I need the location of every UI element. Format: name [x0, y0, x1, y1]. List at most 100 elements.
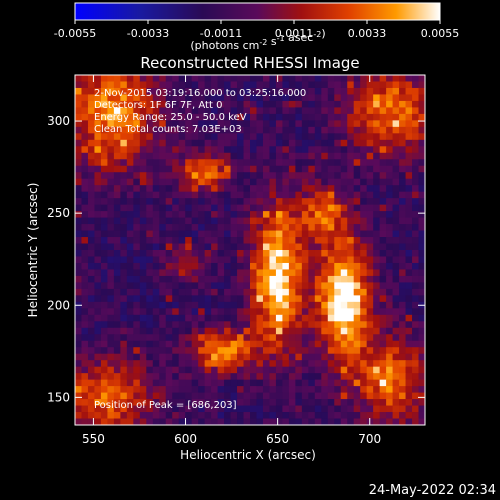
heatmap-cell	[301, 178, 309, 186]
heatmap-cell	[107, 75, 115, 82]
heatmap-cell	[282, 275, 290, 283]
heatmap-cell	[211, 211, 218, 218]
heatmap-cell	[347, 139, 355, 147]
x-axis-label: Heliocentric X (arcsec)	[180, 448, 316, 462]
heatmap-cell	[224, 340, 231, 348]
heatmap-cell	[217, 373, 225, 381]
heatmap-cell	[334, 269, 342, 277]
heatmap-cell	[224, 321, 231, 329]
heatmap-cell	[178, 366, 186, 374]
heatmap-cell	[379, 314, 387, 322]
heatmap-cell	[275, 412, 283, 419]
heatmap-cell	[224, 191, 231, 199]
heatmap-cell	[301, 152, 309, 160]
heatmap-cell	[262, 165, 270, 173]
heatmap-cell	[353, 399, 361, 406]
x-tick-label: 700	[358, 432, 381, 446]
heatmap-cell	[405, 295, 413, 303]
heatmap-cell	[256, 165, 264, 173]
heatmap-cell	[405, 399, 413, 406]
heatmap-cell	[314, 399, 322, 406]
heatmap-cell	[366, 198, 374, 206]
heatmap-cell	[178, 288, 186, 296]
heatmap-cell	[256, 308, 264, 316]
heatmap-cell	[113, 262, 121, 270]
heatmap-cell	[113, 288, 121, 296]
heatmap-cell	[282, 172, 290, 180]
heatmap-cell	[334, 288, 342, 296]
heatmap-cell	[418, 133, 425, 141]
heatmap-cell	[295, 256, 303, 264]
heatmap-cell	[405, 81, 413, 89]
heatmap-cell	[295, 100, 303, 108]
heatmap-cell	[165, 204, 173, 212]
heatmap-cell	[139, 347, 147, 355]
heatmap-cell	[198, 282, 206, 290]
heatmap-cell	[237, 334, 244, 342]
heatmap-cell	[327, 418, 335, 425]
heatmap-cell	[366, 366, 374, 374]
heatmap-cell	[100, 256, 108, 264]
heatmap-cell	[314, 327, 322, 335]
heatmap-cell	[243, 282, 251, 290]
heatmap-cell	[217, 211, 225, 218]
heatmap-cell	[211, 295, 218, 303]
heatmap-cell	[139, 87, 147, 95]
heatmap-cell	[152, 392, 160, 400]
heatmap-cell	[412, 139, 419, 147]
heatmap-cell	[237, 100, 244, 108]
heatmap-cell	[113, 172, 121, 180]
heatmap-cell	[412, 275, 419, 283]
heatmap-cell	[405, 146, 413, 154]
heatmap-cell	[133, 373, 141, 381]
heatmap-cell	[191, 386, 199, 393]
heatmap-cell	[107, 146, 115, 154]
heatmap-cell	[269, 152, 277, 160]
heatmap-cell	[107, 230, 115, 238]
heatmap-cell	[243, 237, 251, 244]
heatmap-cell	[275, 366, 283, 374]
heatmap-cell	[347, 373, 355, 381]
heatmap-cell	[81, 314, 89, 322]
heatmap-cell	[327, 379, 335, 387]
heatmap-cell	[373, 327, 381, 335]
heatmap-cell	[146, 308, 154, 316]
heatmap-cell	[87, 198, 95, 206]
heatmap-cell	[288, 269, 296, 277]
heatmap-cell	[94, 81, 102, 89]
heatmap-cell	[191, 308, 199, 316]
heatmap-cell	[172, 237, 180, 244]
heatmap-cell	[301, 237, 309, 244]
heatmap-cell	[295, 237, 303, 244]
heatmap-cell	[178, 418, 186, 425]
heatmap-cell	[334, 366, 342, 374]
heatmap-cell	[211, 314, 218, 322]
heatmap-cell	[288, 288, 296, 296]
heatmap-cell	[217, 256, 225, 264]
heatmap-cell	[392, 139, 400, 147]
heatmap-cell	[120, 256, 128, 264]
heatmap-cell	[347, 211, 355, 218]
heatmap-cell	[418, 126, 425, 134]
heatmap-cell	[340, 314, 348, 322]
heatmap-cell	[412, 224, 419, 231]
heatmap-cell	[366, 301, 374, 309]
heatmap-cell	[334, 334, 342, 342]
heatmap-cell	[392, 386, 400, 393]
heatmap-cell	[269, 288, 277, 296]
heatmap-cell	[224, 353, 231, 361]
heatmap-cell	[165, 262, 173, 270]
heatmap-cell	[392, 133, 400, 141]
heatmap-cell	[308, 230, 316, 238]
heatmap-cell	[327, 211, 335, 218]
heatmap-cell	[327, 87, 335, 95]
heatmap-image	[75, 75, 425, 425]
heatmap-cell	[198, 275, 206, 283]
heatmap-cell	[243, 211, 251, 218]
heatmap-cell	[159, 334, 167, 342]
heatmap-cell	[185, 178, 193, 186]
heatmap-cell	[191, 81, 199, 89]
heatmap-cell	[152, 405, 160, 413]
heatmap-cell	[282, 100, 290, 108]
heatmap-cell	[269, 165, 277, 173]
